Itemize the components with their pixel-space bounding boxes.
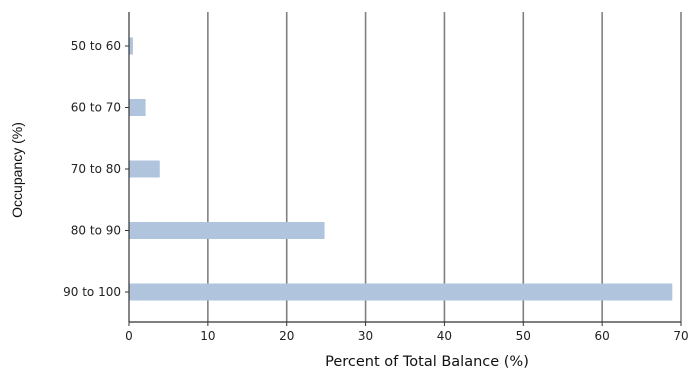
x-tick-labels: 0 10 20 30 40 50 60 70	[125, 322, 689, 343]
ytick-label: 50 to 60	[71, 39, 121, 53]
bar-50-to-60	[129, 37, 133, 55]
ytick-label: 80 to 90	[71, 224, 121, 238]
x-axis-title: Percent of Total Balance (%)	[325, 354, 529, 370]
bar-80-to-90	[129, 222, 325, 239]
ytick-label: 60 to 70	[71, 101, 121, 115]
xtick-label: 50	[516, 329, 531, 343]
bar-90-to-100	[129, 283, 673, 301]
ytick-label: 90 to 100	[63, 285, 121, 299]
xtick-label: 30	[358, 329, 373, 343]
xtick-label: 40	[437, 329, 452, 343]
grid-lines	[207, 12, 682, 322]
axes	[128, 12, 681, 323]
y-axis-title: Occupancy (%)	[9, 122, 25, 218]
bars	[129, 37, 673, 301]
bar-70-to-80	[129, 160, 160, 178]
xtick-label: 10	[200, 329, 215, 343]
xtick-label: 60	[595, 329, 610, 343]
bar-60-to-70	[129, 99, 146, 116]
ytick-label: 70 to 80	[71, 162, 121, 176]
xtick-label: 20	[279, 329, 294, 343]
xtick-label: 70	[673, 329, 688, 343]
y-tick-labels: 50 to 60 60 to 70 70 to 80 80 to 90 90 to 10…	[63, 39, 129, 299]
xtick-label: 0	[125, 329, 133, 343]
